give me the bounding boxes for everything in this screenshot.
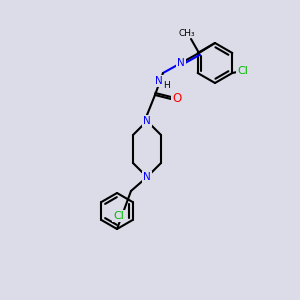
Text: N: N bbox=[143, 116, 151, 126]
Text: Cl: Cl bbox=[237, 66, 248, 76]
Text: CH₃: CH₃ bbox=[179, 29, 195, 38]
Text: Cl: Cl bbox=[113, 211, 124, 221]
Text: N: N bbox=[177, 58, 185, 68]
Text: O: O bbox=[172, 92, 182, 106]
Text: N: N bbox=[143, 172, 151, 182]
Text: H: H bbox=[164, 80, 170, 89]
Text: N: N bbox=[155, 76, 163, 86]
